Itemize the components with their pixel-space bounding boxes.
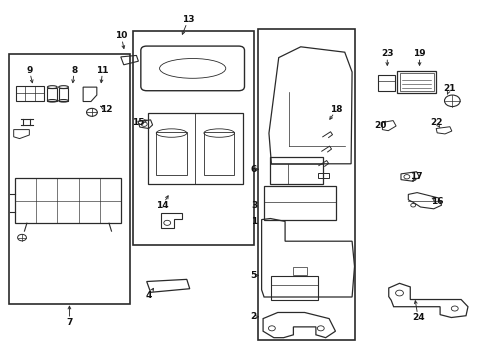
Text: 21: 21 [443,84,455,93]
Text: 6: 6 [250,165,256,174]
Bar [203,132,234,175]
Bar [258,29,354,340]
Bar [133,31,254,245]
Text: 10: 10 [115,31,127,40]
Text: 18: 18 [329,105,342,114]
Bar [317,173,328,178]
Bar [15,178,121,223]
Text: 1: 1 [251,217,257,226]
Text: 17: 17 [409,172,422,181]
Text: 7: 7 [66,318,73,327]
Bar [396,71,435,93]
Bar [271,276,317,300]
Bar [377,75,394,91]
Bar [9,54,130,304]
Text: 24: 24 [411,313,424,322]
Text: 13: 13 [182,15,194,24]
Bar [399,73,433,91]
Text: 3: 3 [251,201,257,210]
Text: 20: 20 [373,122,386,130]
Bar [47,88,57,101]
Text: 9: 9 [26,66,33,75]
Text: 23: 23 [380,49,393,58]
Text: 12: 12 [100,105,113,114]
Text: 11: 11 [96,66,109,75]
Text: 2: 2 [250,312,256,321]
Text: 16: 16 [430,197,443,206]
Text: 22: 22 [429,118,442,127]
Bar [264,186,336,220]
Bar [147,113,243,184]
Text: 14: 14 [156,201,168,210]
Bar [16,86,44,101]
Bar [156,132,186,175]
Text: 4: 4 [145,291,152,300]
Text: 5: 5 [250,271,256,280]
Bar [59,88,68,101]
Bar [269,157,322,184]
Text: 15: 15 [131,118,144,127]
Text: 19: 19 [412,49,425,58]
Text: 8: 8 [71,66,77,75]
Bar [293,267,306,275]
